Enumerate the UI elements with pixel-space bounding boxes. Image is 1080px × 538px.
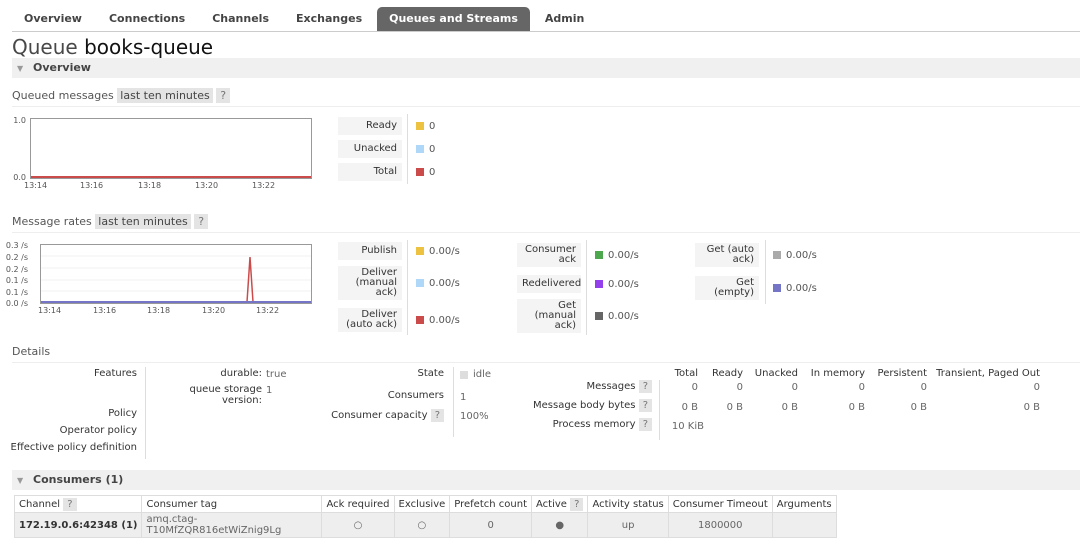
prefetch-count: 0 xyxy=(449,512,532,538)
deliver-auto-swatch-icon xyxy=(416,316,424,324)
get-manual-swatch-icon xyxy=(595,312,603,320)
legend-publish: Publish 0.00/s xyxy=(338,242,460,260)
top-nav: Overview Connections Channels Exchanges … xyxy=(12,7,1080,32)
tab-channels[interactable]: Channels xyxy=(212,12,270,25)
legend-total: Total 0 xyxy=(338,163,435,181)
tab-overview[interactable]: Overview xyxy=(24,12,82,25)
collapse-triangle-icon: ▼ xyxy=(17,63,24,73)
activity-status: up xyxy=(587,512,669,538)
col-arguments: Arguments xyxy=(771,495,837,513)
state-indicator: idle xyxy=(460,369,491,380)
help-icon[interactable]: ? xyxy=(194,214,209,229)
get-auto-swatch-icon xyxy=(773,251,781,259)
process-memory-label: Process memory ? xyxy=(520,418,652,431)
col-active: Active ? xyxy=(530,495,589,513)
consumer-capacity-label: Consumer capacity ? xyxy=(320,409,444,422)
consumer-ack-swatch-icon xyxy=(595,251,603,259)
help-icon[interactable]: ? xyxy=(570,497,584,511)
legend-consumer-ack: Consumer ack 0.00/s xyxy=(517,243,639,267)
col-activity-status: Activity status xyxy=(587,495,669,513)
ack-required-icon: ○ xyxy=(321,512,395,538)
legend-ready: Ready 0 xyxy=(338,117,435,135)
consumers-section-toggle[interactable]: ▼ Consumers (1) xyxy=(12,470,1080,490)
details-header: Details xyxy=(12,345,1080,363)
col-ack-required: Ack required xyxy=(321,495,395,513)
help-icon[interactable]: ? xyxy=(638,399,652,412)
ready-swatch-icon xyxy=(416,122,424,130)
legend-get-manual: Get (manual ack) 0.00/s xyxy=(517,299,639,333)
total-swatch-icon xyxy=(416,168,424,176)
tab-exchanges[interactable]: Exchanges xyxy=(296,12,363,25)
help-icon[interactable]: ? xyxy=(638,418,652,431)
exclusive-icon: ○ xyxy=(393,512,451,538)
consumers-table: Channel ? Consumer tag Ack required Excl… xyxy=(13,495,837,538)
legend-redelivered: Redelivered 0.00/s xyxy=(517,275,639,293)
redelivered-swatch-icon xyxy=(595,280,603,288)
active-icon: ● xyxy=(530,512,589,538)
col-exclusive: Exclusive xyxy=(393,495,451,513)
col-channel: Channel ? xyxy=(13,495,143,513)
legend-deliver-auto: Deliver (auto ack) 0.00/s xyxy=(338,308,460,332)
body-bytes-label: Message body bytes ? xyxy=(510,399,652,412)
tab-connections[interactable]: Connections xyxy=(108,12,186,25)
overview-section-toggle[interactable]: ▼ Overview xyxy=(12,58,1080,78)
help-icon[interactable]: ? xyxy=(216,88,231,103)
help-icon[interactable]: ? xyxy=(63,497,77,511)
unacked-swatch-icon xyxy=(416,145,424,153)
rates-range-selector[interactable]: last ten minutes xyxy=(95,214,191,229)
legend-get-auto: Get (auto ack) 0.00/s xyxy=(695,243,817,267)
publish-swatch-icon xyxy=(416,247,424,255)
state-idle-icon xyxy=(460,370,468,379)
channel-link[interactable]: 172.19.0.6:42348 (1) xyxy=(13,512,143,538)
deliver-manual-swatch-icon xyxy=(416,279,424,287)
help-icon[interactable]: ? xyxy=(430,409,444,422)
get-empty-swatch-icon xyxy=(773,284,781,292)
messages-label: Messages ? xyxy=(520,380,652,393)
consumer-timeout: 1800000 xyxy=(667,512,773,538)
queued-range-selector[interactable]: last ten minutes xyxy=(117,88,213,103)
table-row: 172.19.0.6:42348 (1) amq.ctag-T10MfZQR81… xyxy=(13,512,837,538)
legend-deliver-manual: Deliver (manual ack) 0.00/s xyxy=(338,266,460,300)
consumer-tag: amq.ctag-T10MfZQR816etWiZnig9Lg xyxy=(141,512,323,538)
col-prefetch: Prefetch count xyxy=(449,495,532,513)
tab-admin[interactable]: Admin xyxy=(544,12,585,25)
collapse-triangle-icon: ▼ xyxy=(17,475,24,485)
help-icon[interactable]: ? xyxy=(638,380,652,393)
tab-queues-and-streams[interactable]: Queues and Streams xyxy=(377,7,530,31)
legend-unacked: Unacked 0 xyxy=(338,140,435,158)
message-rates-header: Message rates last ten minutes ? xyxy=(12,214,1080,233)
legend-get-empty: Get (empty) 0.00/s xyxy=(695,276,817,300)
queued-messages-header: Queued messages last ten minutes ? xyxy=(12,88,1080,107)
arguments xyxy=(771,512,837,538)
page-title: Queue books-queue xyxy=(12,35,214,59)
col-consumer-tag: Consumer tag xyxy=(141,495,323,513)
queue-name: books-queue xyxy=(84,35,214,59)
col-timeout: Consumer Timeout xyxy=(667,495,773,513)
